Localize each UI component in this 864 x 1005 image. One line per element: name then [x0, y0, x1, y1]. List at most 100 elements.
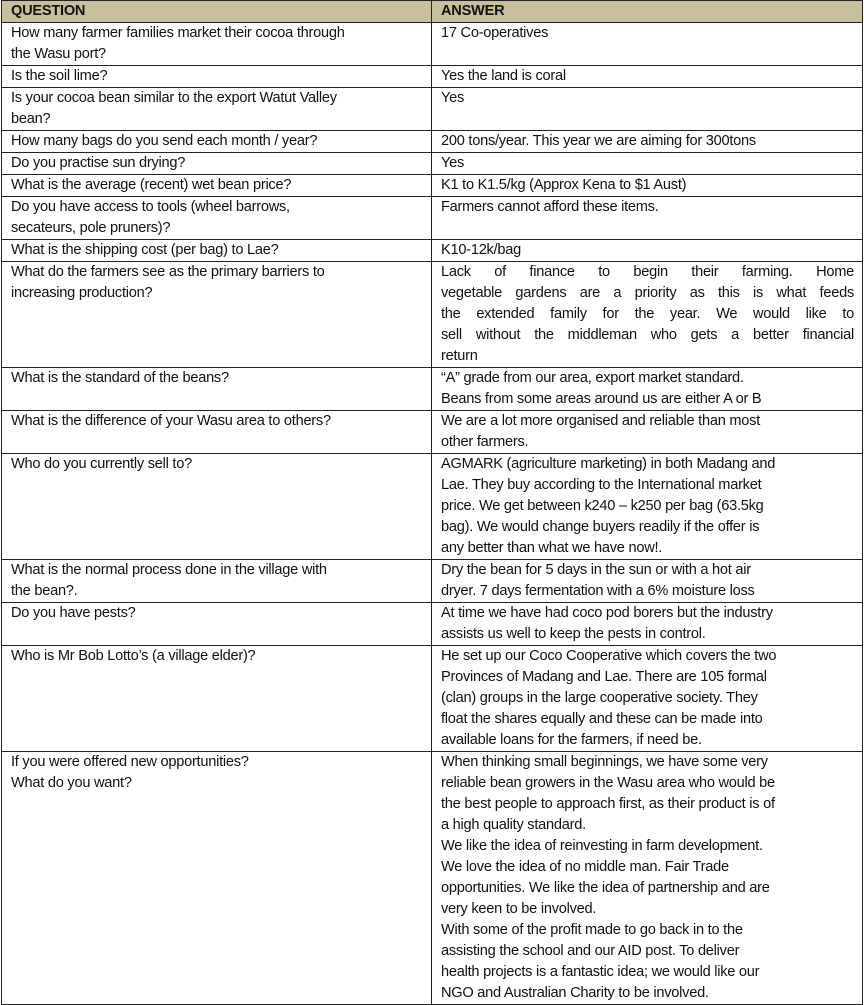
- cell-line: How many bags do you send each month / y…: [11, 133, 318, 149]
- question-cell: If you were offered new opportunities? Wh…: [1, 751, 432, 1005]
- header-row: QUESTION ANSWER: [1, 0, 863, 23]
- table-row: How many farmer families market their co…: [1, 22, 863, 66]
- cell-line: With some of the profit made to go back …: [441, 922, 743, 938]
- cell-line: We love the idea of no middle man. Fair …: [441, 859, 729, 875]
- cell-line: What do you want?: [11, 775, 132, 791]
- answer-cell: He set up our Coco Cooperative which cov…: [431, 645, 863, 752]
- table-row: What is the difference of your Wasu area…: [1, 410, 863, 454]
- question-cell: Do you practise sun drying?: [1, 152, 432, 175]
- cell-line: price. We get between k240 – k250 per ba…: [441, 498, 764, 514]
- cell-line: bag). We would change buyers readily if …: [441, 519, 760, 535]
- cell-line: K1 to K1.5/kg (Approx Kena to $1 Aust): [441, 177, 687, 193]
- cell-line: health projects is a fantastic idea; we …: [441, 964, 760, 980]
- table-row: Who do you currently sell to? AGMARK (agr…: [1, 453, 863, 560]
- question-cell: What do the farmers see as the primary b…: [1, 261, 432, 368]
- cell-line: Do you practise sun drying?: [11, 155, 186, 171]
- cell-line: “A” grade from our area, export market s…: [441, 370, 744, 386]
- cell-line: Lae. They buy according to the Internati…: [441, 477, 762, 493]
- cell-line: bean?: [11, 111, 51, 127]
- cell-line: Is the soil lime?: [11, 68, 108, 84]
- cell-line: return: [441, 348, 478, 364]
- answer-cell: When thinking small beginnings, we have …: [431, 751, 863, 1005]
- table-row: Do you have access to tools (wheel barro…: [1, 196, 863, 240]
- cell-line: Do you have access to tools (wheel barro…: [11, 199, 290, 215]
- table-row: If you were offered new opportunities? Wh…: [1, 751, 863, 1005]
- answer-cell: AGMARK (agriculture marketing) in both M…: [431, 453, 863, 560]
- answer-cell: 17 Co-operatives: [431, 22, 863, 66]
- question-cell: Who is Mr Bob Lotto’s (a village elder)?: [1, 645, 432, 752]
- table-row: What do the farmers see as the primary b…: [1, 261, 863, 368]
- cell-line: We like the idea of reinvesting in farm …: [441, 838, 763, 854]
- answer-cell: K10-12k/bag: [431, 239, 863, 262]
- table-row: What is the standard of the beans? “A” gr…: [1, 367, 863, 411]
- answer-cell: Yes: [431, 87, 863, 131]
- question-cell: What is the standard of the beans?: [1, 367, 432, 411]
- cell-line: increasing production?: [11, 285, 153, 301]
- table-row: Is your cocoa bean similar to the export…: [1, 87, 863, 131]
- cell-line: other farmers.: [441, 434, 529, 450]
- cell-line: Dry the bean for 5 days in the sun or wi…: [441, 562, 751, 578]
- cell-line: float the shares equally and these can b…: [441, 711, 763, 727]
- question-cell: How many farmer families market their co…: [1, 22, 432, 66]
- cell-line: 17 Co-operatives: [441, 25, 549, 41]
- cell-line: 200 tons/year. This year we are aiming f…: [441, 133, 756, 149]
- cell-line: dryer. 7 days fermentation with a 6% moi…: [441, 583, 755, 599]
- cell-line: any better than what we have now!.: [441, 540, 663, 556]
- cell-line: If you were offered new opportunities?: [11, 754, 249, 770]
- cell-line: a high quality standard.: [441, 817, 586, 833]
- cell-line: assisting the school and our AID post. T…: [441, 943, 740, 959]
- answer-cell: Dry the bean for 5 days in the sun or wi…: [431, 559, 863, 603]
- cell-line: How many farmer families market their co…: [11, 25, 345, 41]
- cell-line: K10-12k/bag: [441, 242, 522, 258]
- cell-line: sell without the middleman who gets a be…: [441, 327, 854, 343]
- cell-line: NGO and Australian Charity to be involve…: [441, 985, 709, 1001]
- cell-line: What is the normal process done in the v…: [11, 562, 327, 578]
- cell-line: opportunities. We like the idea of partn…: [441, 880, 770, 896]
- cell-line: (clan) groups in the large cooperative s…: [441, 690, 758, 706]
- cell-line: Do you have pests?: [11, 605, 136, 621]
- table-row: What is the normal process done in the v…: [1, 559, 863, 603]
- cell-line: available loans for the farmers, if need…: [441, 732, 702, 748]
- answer-cell: Farmers cannot afford these items.: [431, 196, 863, 240]
- answer-cell: K1 to K1.5/kg (Approx Kena to $1 Aust): [431, 174, 863, 197]
- cell-line: What is the average (recent) wet bean pr…: [11, 177, 292, 193]
- cell-line: Provinces of Madang and Lae. There are 1…: [441, 669, 767, 685]
- answer-cell: Yes: [431, 152, 863, 175]
- question-cell: Do you have pests?: [1, 602, 432, 646]
- question-cell: What is the average (recent) wet bean pr…: [1, 174, 432, 197]
- cell-line: Farmers cannot afford these items.: [441, 199, 659, 215]
- answer-cell: “A” grade from our area, export market s…: [431, 367, 863, 411]
- cell-line: the Wasu port?: [11, 46, 106, 62]
- question-header: QUESTION: [1, 0, 432, 23]
- cell-line: very keen to be involved.: [441, 901, 597, 917]
- question-cell: What is the shipping cost (per bag) to L…: [1, 239, 432, 262]
- question-cell: How many bags do you send each month / y…: [1, 130, 432, 153]
- cell-line: When thinking small beginnings, we have …: [441, 754, 768, 770]
- question-cell: What is the normal process done in the v…: [1, 559, 432, 603]
- cell-line: secateurs, pole pruners)?: [11, 220, 171, 236]
- cell-line: What do the farmers see as the primary b…: [11, 264, 325, 280]
- table-row: Do you have pests? At time we have had co…: [1, 602, 863, 646]
- answer-cell: 200 tons/year. This year we are aiming f…: [431, 130, 863, 153]
- cell-line: Yes the land is coral: [441, 68, 566, 84]
- cell-line: Yes: [441, 155, 465, 171]
- cell-line: Who is Mr Bob Lotto’s (a village elder)?: [11, 648, 256, 664]
- cell-line: Is your cocoa bean similar to the export…: [11, 90, 337, 106]
- table-row: What is the average (recent) wet bean pr…: [1, 174, 863, 197]
- answer-cell: Yes the land is coral: [431, 65, 863, 88]
- cell-line: He set up our Coco Cooperative which cov…: [441, 648, 777, 664]
- answer-header: ANSWER: [431, 0, 863, 23]
- answer-cell: Lack of finance to begin their farming. …: [431, 261, 863, 368]
- cell-line: Lack of finance to begin their farming. …: [441, 264, 854, 280]
- table-row: What is the shipping cost (per bag) to L…: [1, 239, 863, 262]
- cell-line: the bean?.: [11, 583, 78, 599]
- question-cell: What is the difference of your Wasu area…: [1, 410, 432, 454]
- cell-line: We are a lot more organised and reliable…: [441, 413, 761, 429]
- table-row: Is the soil lime? Yes the land is coral: [1, 65, 863, 88]
- cell-line: assists us well to keep the pests in con…: [441, 626, 706, 642]
- cell-line: At time we have had coco pod borers but …: [441, 605, 773, 621]
- cell-line: What is the standard of the beans?: [11, 370, 229, 386]
- answer-cell: We are a lot more organised and reliable…: [431, 410, 863, 454]
- cell-line: What is the shipping cost (per bag) to L…: [11, 242, 279, 258]
